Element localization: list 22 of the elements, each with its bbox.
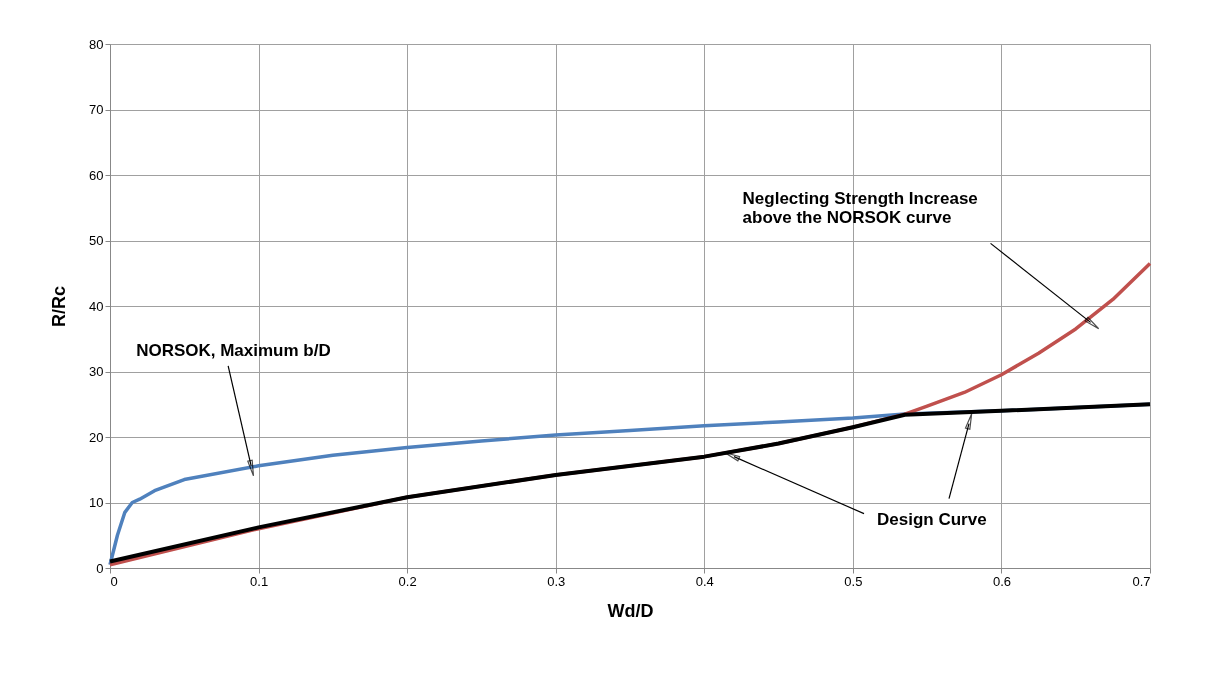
annotation: Design Curve xyxy=(877,509,987,529)
annotation: NORSOK, Maximum b/D xyxy=(136,340,331,360)
y-tick-label: 60 xyxy=(89,167,104,183)
y-axis-title: R/Rc xyxy=(49,285,70,328)
x-tick-label: 0.4 xyxy=(695,573,714,589)
x-tick-label: 0.5 xyxy=(844,573,863,589)
x-axis-title: Wd/D xyxy=(607,600,654,621)
x-tick-label: 0 xyxy=(110,573,118,589)
x-tick-label: 0.1 xyxy=(250,573,269,589)
y-tick-label: 70 xyxy=(89,102,104,117)
y-tick-label: 40 xyxy=(89,298,104,314)
y-tick-label: 50 xyxy=(89,233,104,248)
y-tick-label: 20 xyxy=(89,429,104,445)
y-tick-label: 10 xyxy=(89,495,104,510)
x-tick-label: 0.6 xyxy=(992,573,1011,589)
y-tick-label: 80 xyxy=(89,36,104,52)
x-tick-label: 0.3 xyxy=(547,573,566,589)
x-tick-label: 0.2 xyxy=(398,573,417,589)
y-tick-label: 0 xyxy=(96,560,104,576)
x-tick-label: 0.7 xyxy=(1132,573,1151,589)
y-tick-label: 30 xyxy=(89,364,104,379)
annotation: Neglecting Strength Increase above the NORSOK curve xyxy=(742,189,978,228)
